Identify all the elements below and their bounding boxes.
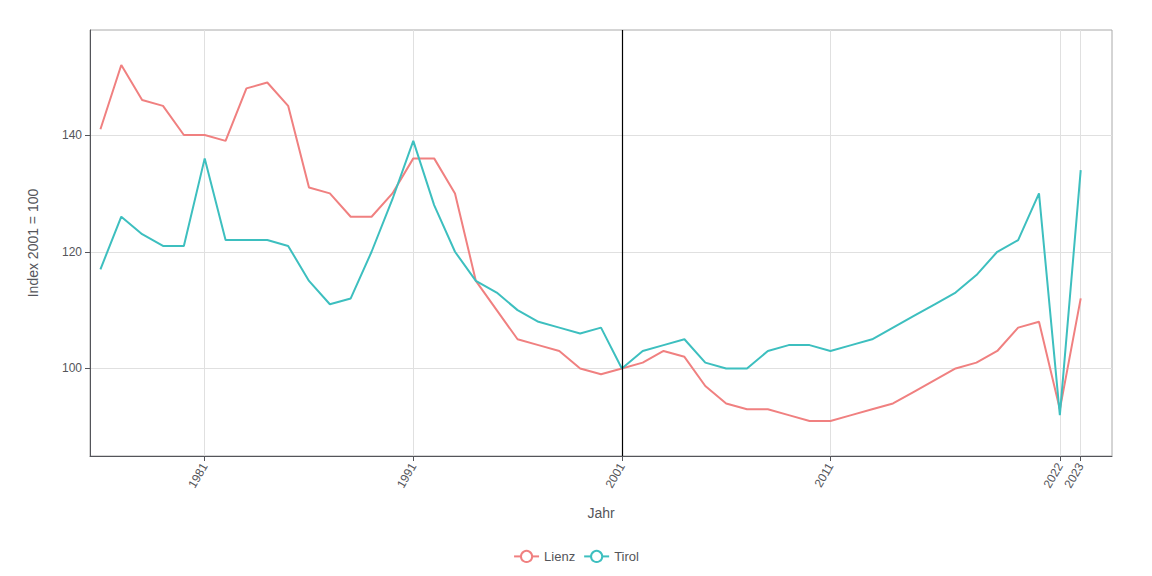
svg-text:120: 120 [62, 245, 82, 259]
svg-text:Jahr: Jahr [587, 505, 615, 521]
svg-text:2001: 2001 [602, 460, 628, 490]
svg-text:100: 100 [62, 361, 82, 375]
svg-text:2022: 2022 [1040, 460, 1066, 490]
svg-text:Lienz: Lienz [544, 549, 575, 564]
svg-text:140: 140 [62, 128, 82, 142]
svg-text:Tirol: Tirol [614, 549, 639, 564]
svg-text:2023: 2023 [1061, 460, 1087, 490]
svg-text:2011: 2011 [811, 460, 836, 490]
svg-text:Index 2001 = 100: Index 2001 = 100 [25, 188, 41, 297]
svg-text:1981: 1981 [185, 460, 211, 490]
svg-text:1991: 1991 [394, 460, 420, 490]
